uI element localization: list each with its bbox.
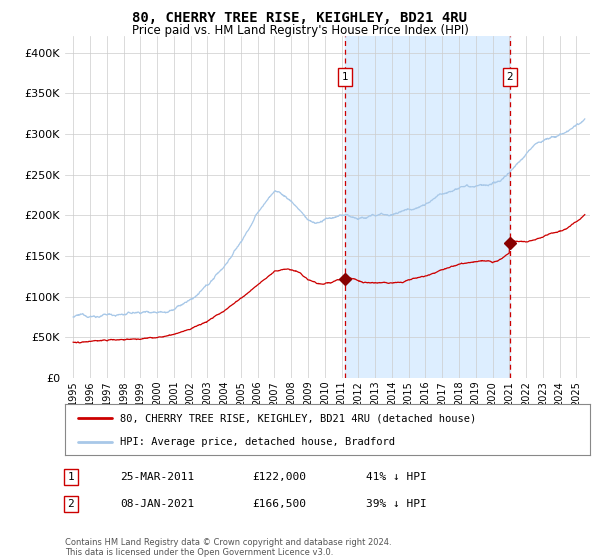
Text: 1: 1 [342,72,349,82]
Text: £166,500: £166,500 [252,499,306,509]
Text: 39% ↓ HPI: 39% ↓ HPI [366,499,427,509]
Text: Contains HM Land Registry data © Crown copyright and database right 2024.
This d: Contains HM Land Registry data © Crown c… [65,538,391,557]
Text: 80, CHERRY TREE RISE, KEIGHLEY, BD21 4RU (detached house): 80, CHERRY TREE RISE, KEIGHLEY, BD21 4RU… [120,413,476,423]
Text: £122,000: £122,000 [252,472,306,482]
Text: HPI: Average price, detached house, Bradford: HPI: Average price, detached house, Brad… [120,437,395,447]
Text: 2: 2 [506,72,513,82]
Bar [346,36,509,378]
Text: Price paid vs. HM Land Registry's House Price Index (HPI): Price paid vs. HM Land Registry's House … [131,24,469,37]
Text: 1: 1 [67,472,74,482]
Text: 80, CHERRY TREE RISE, KEIGHLEY, BD21 4RU: 80, CHERRY TREE RISE, KEIGHLEY, BD21 4RU [133,11,467,25]
Text: 2: 2 [67,499,74,509]
Text: 25-MAR-2011: 25-MAR-2011 [120,472,194,482]
Text: 08-JAN-2021: 08-JAN-2021 [120,499,194,509]
Text: 41% ↓ HPI: 41% ↓ HPI [366,472,427,482]
